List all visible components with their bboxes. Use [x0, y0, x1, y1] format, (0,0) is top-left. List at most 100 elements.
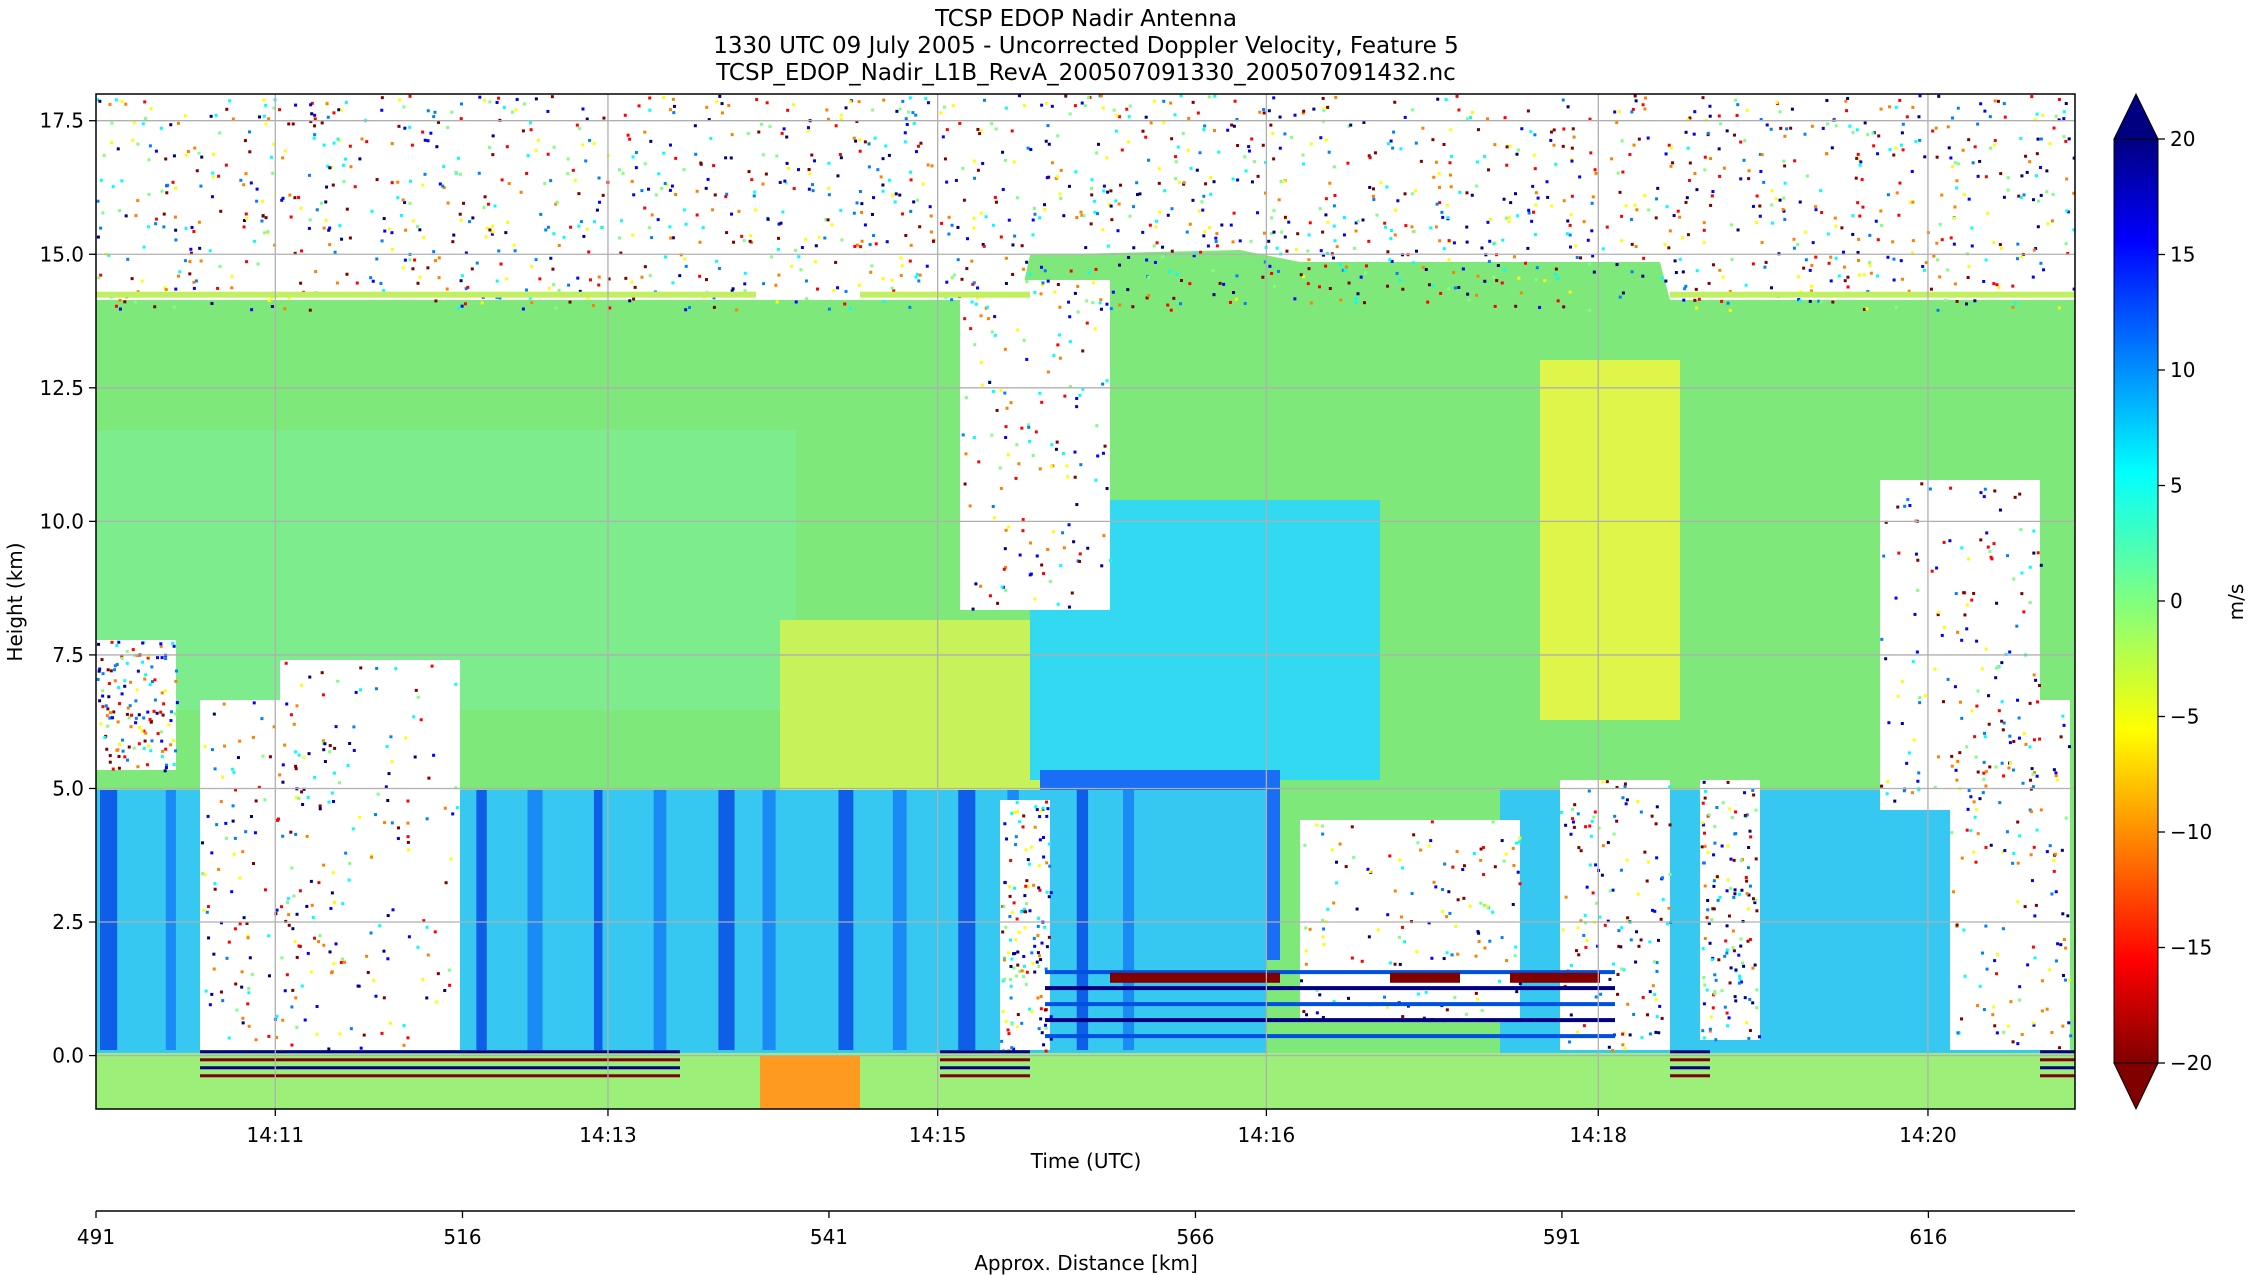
noise-speck: [1117, 202, 1121, 206]
noise-speck: [1949, 236, 1953, 240]
noise-speck: [488, 146, 492, 150]
distance-tick-label: 591: [1543, 1225, 1581, 1249]
noise-speck: [1012, 901, 1016, 905]
noise-speck: [640, 189, 644, 193]
noise-speck: [1232, 291, 1236, 295]
noise-speck: [578, 289, 582, 293]
noise-speck: [1353, 246, 1357, 250]
noise-speck: [1584, 825, 1588, 829]
noise-speck: [325, 185, 329, 189]
noise-speck: [106, 724, 110, 728]
noise-speck: [808, 171, 812, 175]
noise-speck: [1025, 357, 1029, 361]
noise-speck: [247, 991, 251, 995]
noise-speck: [1576, 812, 1580, 816]
noise-speck: [1209, 192, 1213, 196]
noise-speck: [1326, 907, 1330, 911]
noise-speck: [1021, 825, 1025, 829]
noise-speck: [1989, 555, 1993, 559]
noise-speck: [2020, 174, 2024, 178]
noise-speck: [1888, 148, 1892, 152]
noise-speck: [1654, 822, 1658, 826]
noise-speck: [1590, 201, 1594, 205]
noise-speck: [1967, 197, 1971, 201]
noise-speck: [1723, 1005, 1727, 1009]
noise-speck: [457, 306, 461, 310]
noise-speck: [1174, 160, 1178, 164]
noise-speck: [172, 154, 176, 158]
noise-speck: [811, 189, 815, 193]
noise-speck: [422, 919, 426, 923]
noise-speck: [1892, 153, 1896, 157]
noise-speck: [1232, 211, 1236, 215]
noise-speck: [1003, 822, 1007, 826]
noise-speck: [1483, 154, 1487, 158]
noise-speck: [2020, 592, 2024, 596]
noise-speck: [1955, 179, 1959, 183]
noise-speck: [1324, 197, 1328, 201]
noise-speck: [1672, 214, 1676, 218]
noise-speck: [1703, 937, 1707, 941]
noise-speck: [250, 972, 254, 976]
noise-speck: [293, 251, 297, 255]
noise-speck: [362, 1033, 366, 1037]
noise-speck: [1059, 564, 1063, 568]
noise-speck: [1586, 238, 1590, 242]
noise-speck: [173, 712, 177, 716]
noise-speck: [1567, 1040, 1571, 1044]
noise-speck: [663, 255, 667, 259]
noise-speck: [903, 131, 907, 135]
noise-speck: [1437, 172, 1441, 176]
noise-speck: [1482, 873, 1486, 877]
noise-speck: [315, 208, 319, 212]
noise-speck: [230, 274, 234, 278]
noise-speck: [1081, 387, 1085, 391]
grid-lines: [96, 94, 2075, 1109]
noise-speck: [1980, 667, 1984, 671]
noise-speck: [1894, 105, 1898, 109]
noise-speck: [1648, 990, 1652, 994]
noise-speck: [1872, 144, 1876, 148]
noise-speck: [434, 259, 438, 263]
noise-speck: [1492, 275, 1496, 279]
noise-speck: [1015, 917, 1019, 921]
noise-speck: [1912, 738, 1916, 742]
noise-speck: [1027, 862, 1031, 866]
noise-speck: [1414, 189, 1418, 193]
noise-speck: [973, 343, 977, 347]
noise-speck: [1681, 270, 1685, 274]
noise-speck: [1997, 709, 2001, 713]
noise-speck: [211, 171, 215, 175]
noise-speck: [839, 118, 843, 122]
noise-speck: [1684, 130, 1688, 134]
noise-speck: [1339, 298, 1343, 302]
noise-speck: [976, 286, 980, 290]
noise-speck: [2057, 97, 2061, 101]
noise-speck: [2066, 914, 2070, 918]
noise-speck: [899, 274, 903, 278]
noise-speck: [1572, 825, 1576, 829]
noise-speck: [117, 766, 121, 770]
noise-speck: [1681, 236, 1685, 240]
noise-speck: [1006, 1028, 1010, 1032]
noise-speck: [1527, 211, 1531, 215]
noise-speck: [351, 827, 355, 831]
distance-axis-label: Approx. Distance [km]: [974, 1251, 1198, 1275]
noise-speck: [1367, 935, 1371, 939]
noise-speck: [872, 234, 876, 238]
noise-speck: [228, 99, 232, 103]
noise-speck: [1212, 180, 1216, 184]
noise-speck: [1004, 425, 1008, 429]
noise-speck: [530, 264, 534, 268]
noise-speck: [165, 191, 169, 195]
noise-speck: [918, 225, 922, 229]
noise-speck: [1826, 122, 1830, 126]
noise-speck: [858, 149, 862, 153]
noise-speck: [534, 97, 538, 101]
noise-speck: [1488, 239, 1492, 243]
noise-speck: [293, 196, 297, 200]
noise-speck: [1493, 143, 1497, 147]
noise-speck: [1045, 890, 1049, 894]
noise-speck: [406, 799, 410, 803]
noise-speck: [321, 739, 325, 743]
